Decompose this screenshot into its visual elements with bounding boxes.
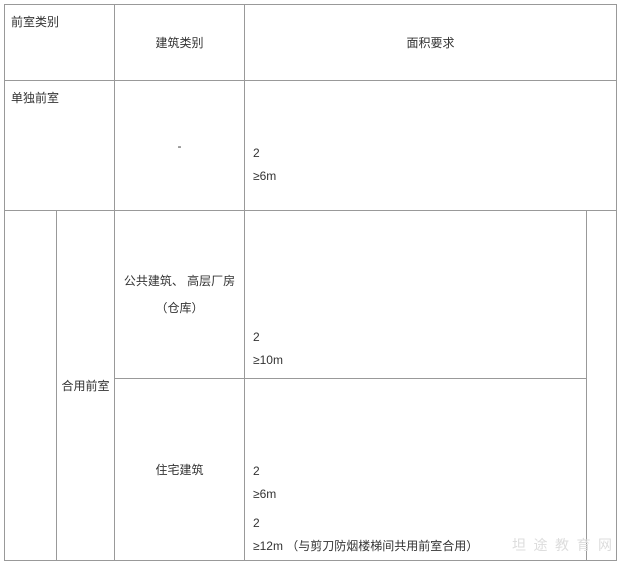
area-exp: 2 (253, 460, 586, 483)
value: - (178, 139, 182, 153)
row-single-area: 2 ≥6m (245, 121, 617, 211)
row-shared-right-spacer (587, 211, 617, 561)
row-public-building: 公共建筑、 高层厂房 （仓库） (115, 211, 245, 379)
header-anteroom-category: 前室类别 (5, 5, 115, 81)
row-public-area: 2 ≥10m (245, 321, 587, 379)
area-val: ≥6m (253, 165, 616, 188)
area-exp: 2 (253, 142, 616, 165)
label: 面积要求 (407, 36, 455, 50)
area-exp: 2 (253, 326, 586, 349)
area-exp: 2 (253, 512, 586, 535)
row-residential-building: 住宅建筑 (115, 379, 245, 561)
row-residential-area1: 2 ≥6m (245, 455, 587, 511)
row-single-building: - (115, 81, 245, 211)
header-area-requirement: 面积要求 (245, 5, 617, 81)
anteroom-table: 前室类别 建筑类别 面积要求 单独前室 - 2 ≥6m 合用前室 (4, 4, 617, 561)
label: 合用前室 (62, 379, 110, 393)
line2: （仓库） (115, 295, 244, 321)
label: 单独前室 (11, 91, 59, 105)
header-building-category: 建筑类别 (115, 5, 245, 81)
value: 住宅建筑 (156, 463, 204, 477)
area-val: ≥6m (253, 483, 586, 506)
row-single-label: 单独前室 (5, 81, 115, 211)
row-shared-spacer (5, 211, 57, 561)
area-val: ≥10m (253, 349, 586, 372)
label: 建筑类别 (156, 36, 204, 50)
line1: 公共建筑、 高层厂房 (115, 268, 244, 294)
row-shared-label: 合用前室 (57, 211, 115, 561)
row-residential-area2: 2 ≥12m （与剪刀防烟楼梯间共用前室合用） (245, 511, 587, 561)
label: 前室类别 (11, 15, 59, 29)
area-val: ≥12m （与剪刀防烟楼梯间共用前室合用） (253, 535, 586, 558)
